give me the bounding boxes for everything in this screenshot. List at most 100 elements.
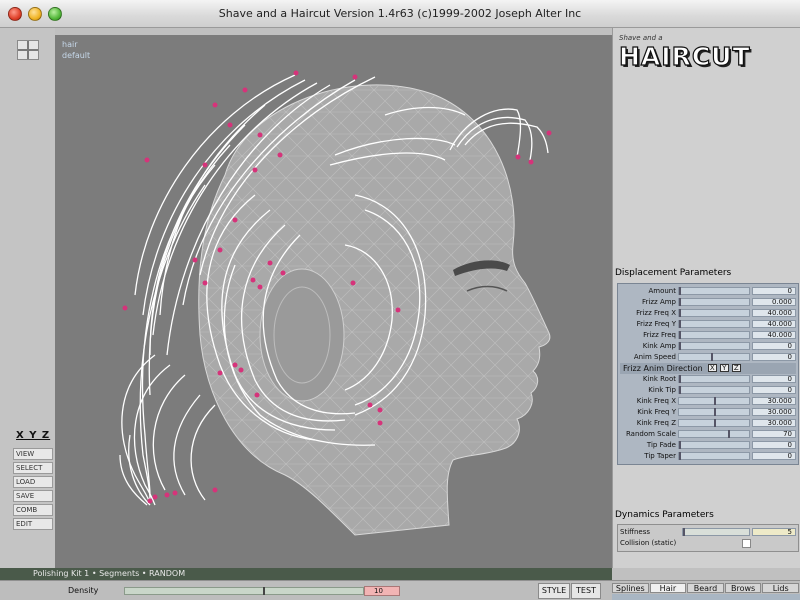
window-title: Shave and a Haircut Version 1.4r63 (c)19…: [0, 7, 800, 20]
param-value[interactable]: 40.000: [752, 309, 796, 317]
param-row: Tip Fade 0: [620, 440, 796, 451]
param-row: Kink Freq Y 30.000: [620, 407, 796, 418]
right-panel: Shave and a HAIRCUT Displacement Paramet…: [612, 28, 800, 568]
direction-z-checkbox[interactable]: Z: [732, 364, 741, 372]
displacement-title: Displacement Parameters: [615, 268, 731, 278]
param-label: Kink Amp: [620, 342, 678, 350]
tab-beard[interactable]: Beard: [687, 583, 724, 593]
param-label: Tip Fade: [620, 441, 678, 449]
test-button[interactable]: TEST: [571, 583, 601, 599]
param-slider[interactable]: [678, 287, 750, 295]
param-slider[interactable]: [678, 441, 750, 449]
tab-splines[interactable]: Splines: [612, 583, 649, 593]
param-value[interactable]: 70: [752, 430, 796, 438]
tab-lids[interactable]: Lids: [762, 583, 799, 593]
param-value[interactable]: 0: [752, 386, 796, 394]
param-slider[interactable]: [678, 309, 750, 317]
param-value[interactable]: 0: [752, 452, 796, 460]
tab-brows[interactable]: Brows: [725, 583, 762, 593]
param-row: Tip Taper 0: [620, 451, 796, 462]
param-slider[interactable]: [678, 430, 750, 438]
param-slider[interactable]: [678, 353, 750, 361]
param-row: Anim Speed 0: [620, 352, 796, 363]
param-slider[interactable]: [678, 320, 750, 328]
dynamics-title: Dynamics Parameters: [615, 510, 714, 520]
logo-title: HAIRCUT: [619, 42, 751, 71]
param-value[interactable]: 0: [752, 375, 796, 383]
param-slider[interactable]: [678, 342, 750, 350]
direction-x-checkbox[interactable]: X: [708, 364, 717, 372]
density-label: Density: [68, 586, 98, 595]
param-slider[interactable]: [678, 408, 750, 416]
comb-button[interactable]: COMB: [13, 504, 53, 516]
param-value[interactable]: 0.000: [752, 298, 796, 306]
edit-button[interactable]: EDIT: [13, 518, 53, 530]
param-value[interactable]: 40.000: [752, 331, 796, 339]
frizz-anim-direction-row: Frizz Anim Direction X Y Z: [620, 363, 796, 374]
direction-label: Frizz Anim Direction: [620, 364, 705, 373]
stiffness-slider[interactable]: [682, 528, 750, 536]
view-button[interactable]: VIEW: [13, 448, 53, 460]
param-slider[interactable]: [678, 386, 750, 394]
param-slider[interactable]: [678, 419, 750, 427]
param-slider[interactable]: [678, 452, 750, 460]
axes-selector[interactable]: X Y Z: [16, 430, 50, 441]
tab-options-strip: [612, 594, 800, 600]
param-row: Frizz Amp 0.000: [620, 297, 796, 308]
density-slider[interactable]: [124, 587, 364, 595]
stiffness-value[interactable]: 5: [752, 528, 796, 536]
stiffness-row: Stiffness 5: [620, 527, 796, 538]
param-value[interactable]: 0: [752, 441, 796, 449]
collision-label: Collision (static): [620, 539, 690, 547]
param-row: Kink Root 0: [620, 374, 796, 385]
left-menu: VIEW SELECT LOAD SAVE COMB EDIT: [13, 448, 53, 532]
style-button[interactable]: STYLE: [538, 583, 570, 599]
param-label: Anim Speed: [620, 353, 678, 361]
param-row: Kink Amp 0: [620, 341, 796, 352]
param-row: Amount 0: [620, 286, 796, 297]
param-label: Amount: [620, 287, 678, 295]
3d-viewport[interactable]: hair default: [55, 35, 612, 568]
haircut-logo: Shave and a HAIRCUT: [617, 32, 763, 74]
left-toolbar: X Y Z VIEW SELECT LOAD SAVE COMB EDIT: [0, 28, 55, 568]
param-row: Kink Freq X 30.000: [620, 396, 796, 407]
param-slider[interactable]: [678, 397, 750, 405]
direction-y-checkbox[interactable]: Y: [720, 364, 729, 372]
tab-hair[interactable]: Hair: [650, 583, 687, 593]
collision-checkbox[interactable]: [742, 539, 751, 548]
density-value[interactable]: 10: [364, 586, 400, 596]
param-value[interactable]: 30.000: [752, 419, 796, 427]
param-value[interactable]: 0: [752, 342, 796, 350]
param-label: Frizz Amp: [620, 298, 678, 306]
param-value[interactable]: 40.000: [752, 320, 796, 328]
param-row: Frizz Freq X 40.000: [620, 308, 796, 319]
head-model-render[interactable]: [55, 35, 612, 568]
ear-mesh: [260, 269, 344, 401]
save-button[interactable]: SAVE: [13, 490, 53, 502]
param-row: Frizz Freq 40.000: [620, 330, 796, 341]
param-value[interactable]: 30.000: [752, 397, 796, 405]
param-label: Tip Taper: [620, 452, 678, 460]
param-label: Kink Tip: [620, 386, 678, 394]
param-slider[interactable]: [678, 331, 750, 339]
param-label: Kink Freq Z: [620, 419, 678, 427]
param-label: Kink Freq Y: [620, 408, 678, 416]
param-value[interactable]: 0: [752, 353, 796, 361]
param-label: Random Scale: [620, 430, 678, 438]
logo-subtitle: Shave and a: [619, 34, 663, 42]
status-bar: Polishing Kit 1 • Segments • RANDOM: [0, 568, 612, 580]
viewport-layout-icon[interactable]: [17, 40, 39, 60]
param-label: Kink Root: [620, 375, 678, 383]
param-slider[interactable]: [678, 375, 750, 383]
select-button[interactable]: SELECT: [13, 462, 53, 474]
collision-row: Collision (static): [620, 538, 796, 549]
bottom-bar: Density 10 STYLE TEST Splines Hair Beard…: [0, 580, 800, 600]
param-row: Random Scale 70: [620, 429, 796, 440]
param-value[interactable]: 0: [752, 287, 796, 295]
param-slider[interactable]: [678, 298, 750, 306]
param-value[interactable]: 30.000: [752, 408, 796, 416]
param-label: Frizz Freq X: [620, 309, 678, 317]
load-button[interactable]: LOAD: [13, 476, 53, 488]
title-bar: Shave and a Haircut Version 1.4r63 (c)19…: [0, 0, 800, 28]
